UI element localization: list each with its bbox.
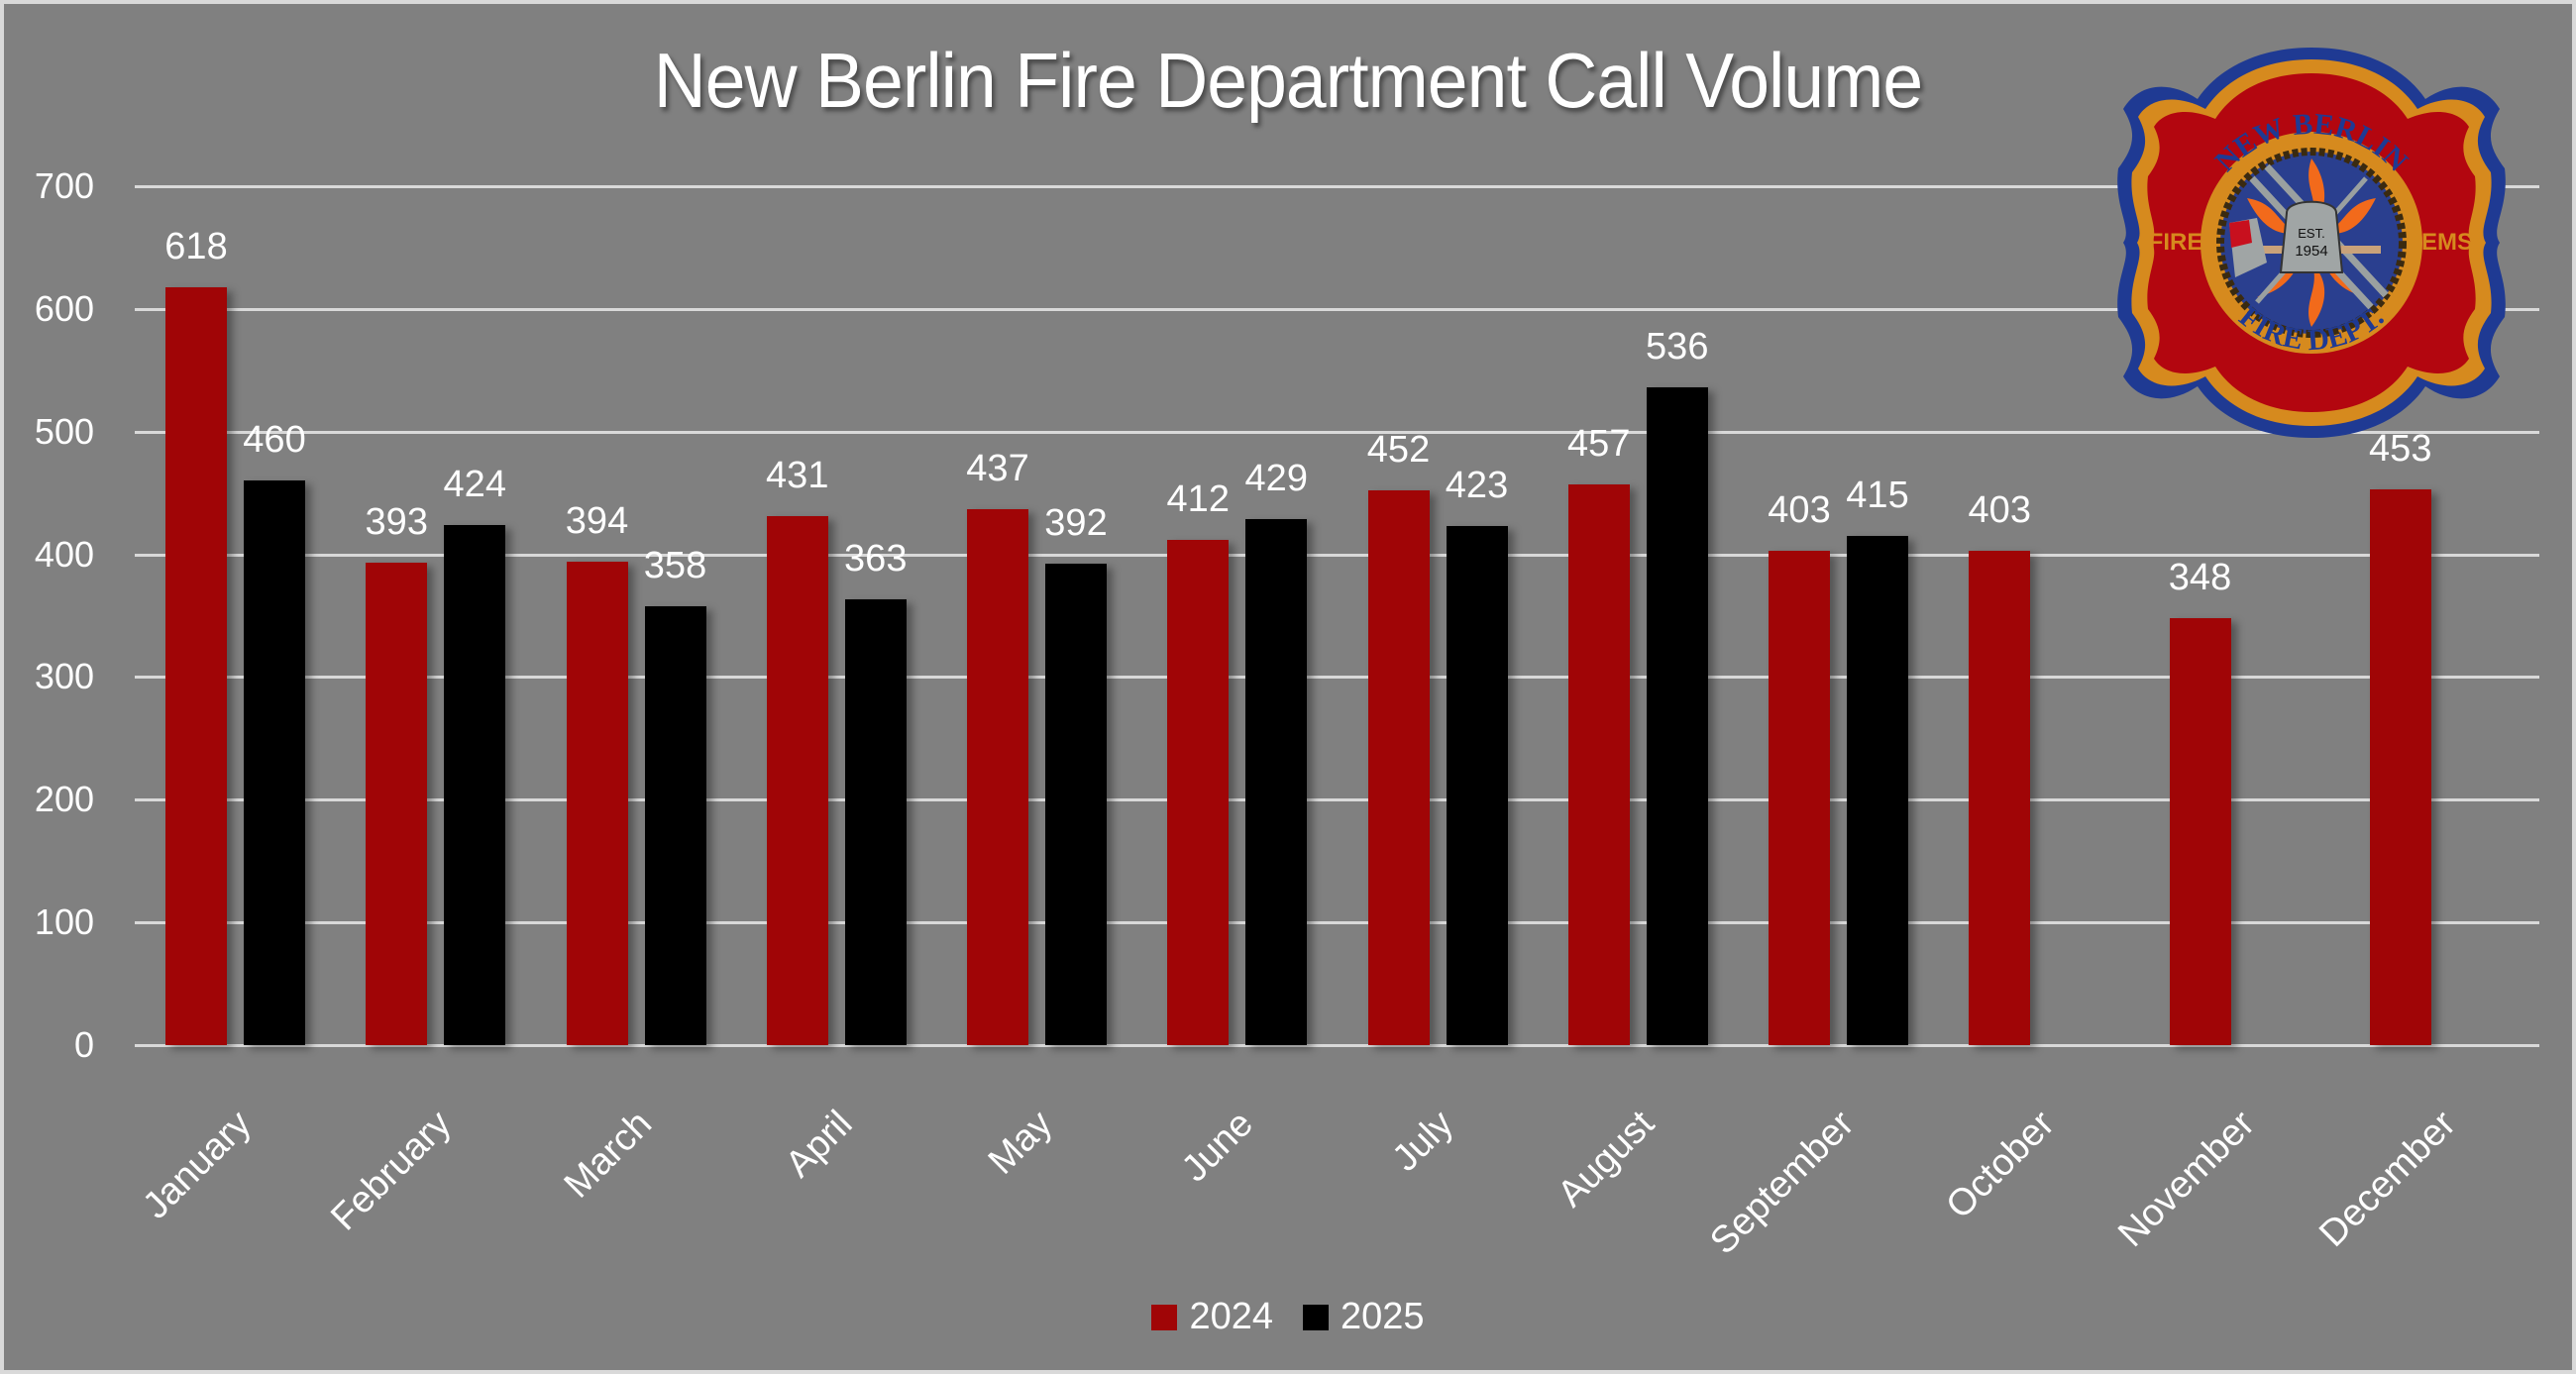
bar-2024-june xyxy=(1167,539,1230,1045)
data-label: 423 xyxy=(1445,465,1509,507)
legend-label: 2024 xyxy=(1189,1296,1273,1337)
gridline xyxy=(135,307,2539,311)
bar-2024-november xyxy=(2169,617,2231,1045)
data-label: 429 xyxy=(1244,457,1308,499)
x-tick-label: May xyxy=(981,1103,1061,1183)
svg-text:1954: 1954 xyxy=(2295,243,2327,260)
x-tick-label: October xyxy=(1938,1103,2063,1227)
data-label: 403 xyxy=(1768,488,1831,531)
bar-2024-april xyxy=(766,516,828,1045)
data-label: 424 xyxy=(443,463,506,505)
x-tick-label: March xyxy=(556,1103,661,1207)
legend-label: 2025 xyxy=(1341,1296,1425,1337)
data-label: 415 xyxy=(1846,474,1909,516)
legend-item-2024: 2024 xyxy=(1151,1296,1273,1338)
bar-2025-september xyxy=(1847,535,1908,1045)
x-axis-line xyxy=(135,1044,2539,1047)
bar-2025-january xyxy=(244,480,305,1045)
bar-2025-may xyxy=(1045,564,1107,1045)
data-label: 431 xyxy=(766,455,829,497)
bar-2025-march xyxy=(644,605,706,1045)
y-tick-label: 400 xyxy=(34,533,94,575)
y-tick-label: 700 xyxy=(34,165,94,206)
data-label: 393 xyxy=(365,501,428,544)
x-tick-label: July xyxy=(1384,1103,1462,1180)
legend-item-2025: 2025 xyxy=(1303,1296,1425,1338)
data-label: 453 xyxy=(2369,427,2432,470)
y-tick-label: 300 xyxy=(34,656,94,697)
data-label: 403 xyxy=(1968,488,2031,531)
data-label: 348 xyxy=(2168,556,2232,598)
y-tick-label: 100 xyxy=(34,901,94,943)
bar-2024-december xyxy=(2369,488,2431,1045)
svg-text:EST.: EST. xyxy=(2298,226,2324,241)
legend: 2024 2025 xyxy=(0,1296,2576,1338)
bar-2025-february xyxy=(444,524,506,1045)
y-tick-label: 600 xyxy=(34,287,94,329)
data-label: 394 xyxy=(565,500,629,542)
x-tick-label: April xyxy=(777,1103,861,1186)
bar-2024-october xyxy=(1969,550,2031,1045)
bar-2024-march xyxy=(566,562,628,1045)
data-label: 363 xyxy=(844,538,908,581)
x-tick-label: September xyxy=(1702,1103,1863,1263)
bar-2024-may xyxy=(967,508,1028,1045)
data-label: 460 xyxy=(243,419,306,462)
legend-swatch-icon xyxy=(1151,1304,1178,1330)
bar-2024-july xyxy=(1367,490,1430,1045)
bar-2024-september xyxy=(1769,550,1830,1045)
y-tick-label: 200 xyxy=(34,779,94,820)
bar-2024-august xyxy=(1567,483,1630,1045)
data-label: 536 xyxy=(1646,326,1709,369)
gridline xyxy=(135,676,2539,680)
gridline xyxy=(135,553,2539,557)
x-tick-label: January xyxy=(135,1103,260,1227)
x-tick-label: June xyxy=(1173,1103,1261,1191)
bar-2024-january xyxy=(165,286,227,1045)
gridline xyxy=(135,921,2539,925)
data-label: 437 xyxy=(966,447,1029,489)
x-tick-label: August xyxy=(1550,1103,1663,1215)
fire-department-badge-logo: EST. 1954 FIRE EMS NEW BERLIN FIRE DEPT. xyxy=(2117,48,2506,438)
data-label: 452 xyxy=(1366,429,1431,472)
data-label: 358 xyxy=(643,544,707,586)
bar-2024-february xyxy=(366,563,428,1045)
logo-ems-text: EMS xyxy=(2421,229,2473,256)
data-label: 457 xyxy=(1567,422,1631,465)
bar-2025-june xyxy=(1245,518,1308,1045)
data-label: 618 xyxy=(164,225,228,267)
gridline xyxy=(135,798,2539,802)
x-tick-label: February xyxy=(323,1103,460,1239)
logo-fire-text: FIRE xyxy=(2149,229,2203,256)
bar-2025-april xyxy=(844,599,907,1045)
legend-swatch-icon xyxy=(1303,1304,1329,1330)
bar-2025-july xyxy=(1446,526,1508,1045)
data-label: 412 xyxy=(1166,477,1230,520)
bell-icon: EST. 1954 xyxy=(2279,200,2344,273)
data-label: 392 xyxy=(1044,502,1108,545)
chart-title: New Berlin Fire Department Call Volume xyxy=(653,37,1923,124)
x-tick-label: December xyxy=(2310,1103,2464,1255)
gridline xyxy=(135,185,2539,188)
bar-2025-august xyxy=(1646,387,1708,1045)
y-tick-label: 0 xyxy=(73,1024,94,1065)
gridline xyxy=(135,430,2539,434)
x-tick-label: November xyxy=(2110,1103,2264,1255)
y-tick-label: 500 xyxy=(34,410,94,452)
